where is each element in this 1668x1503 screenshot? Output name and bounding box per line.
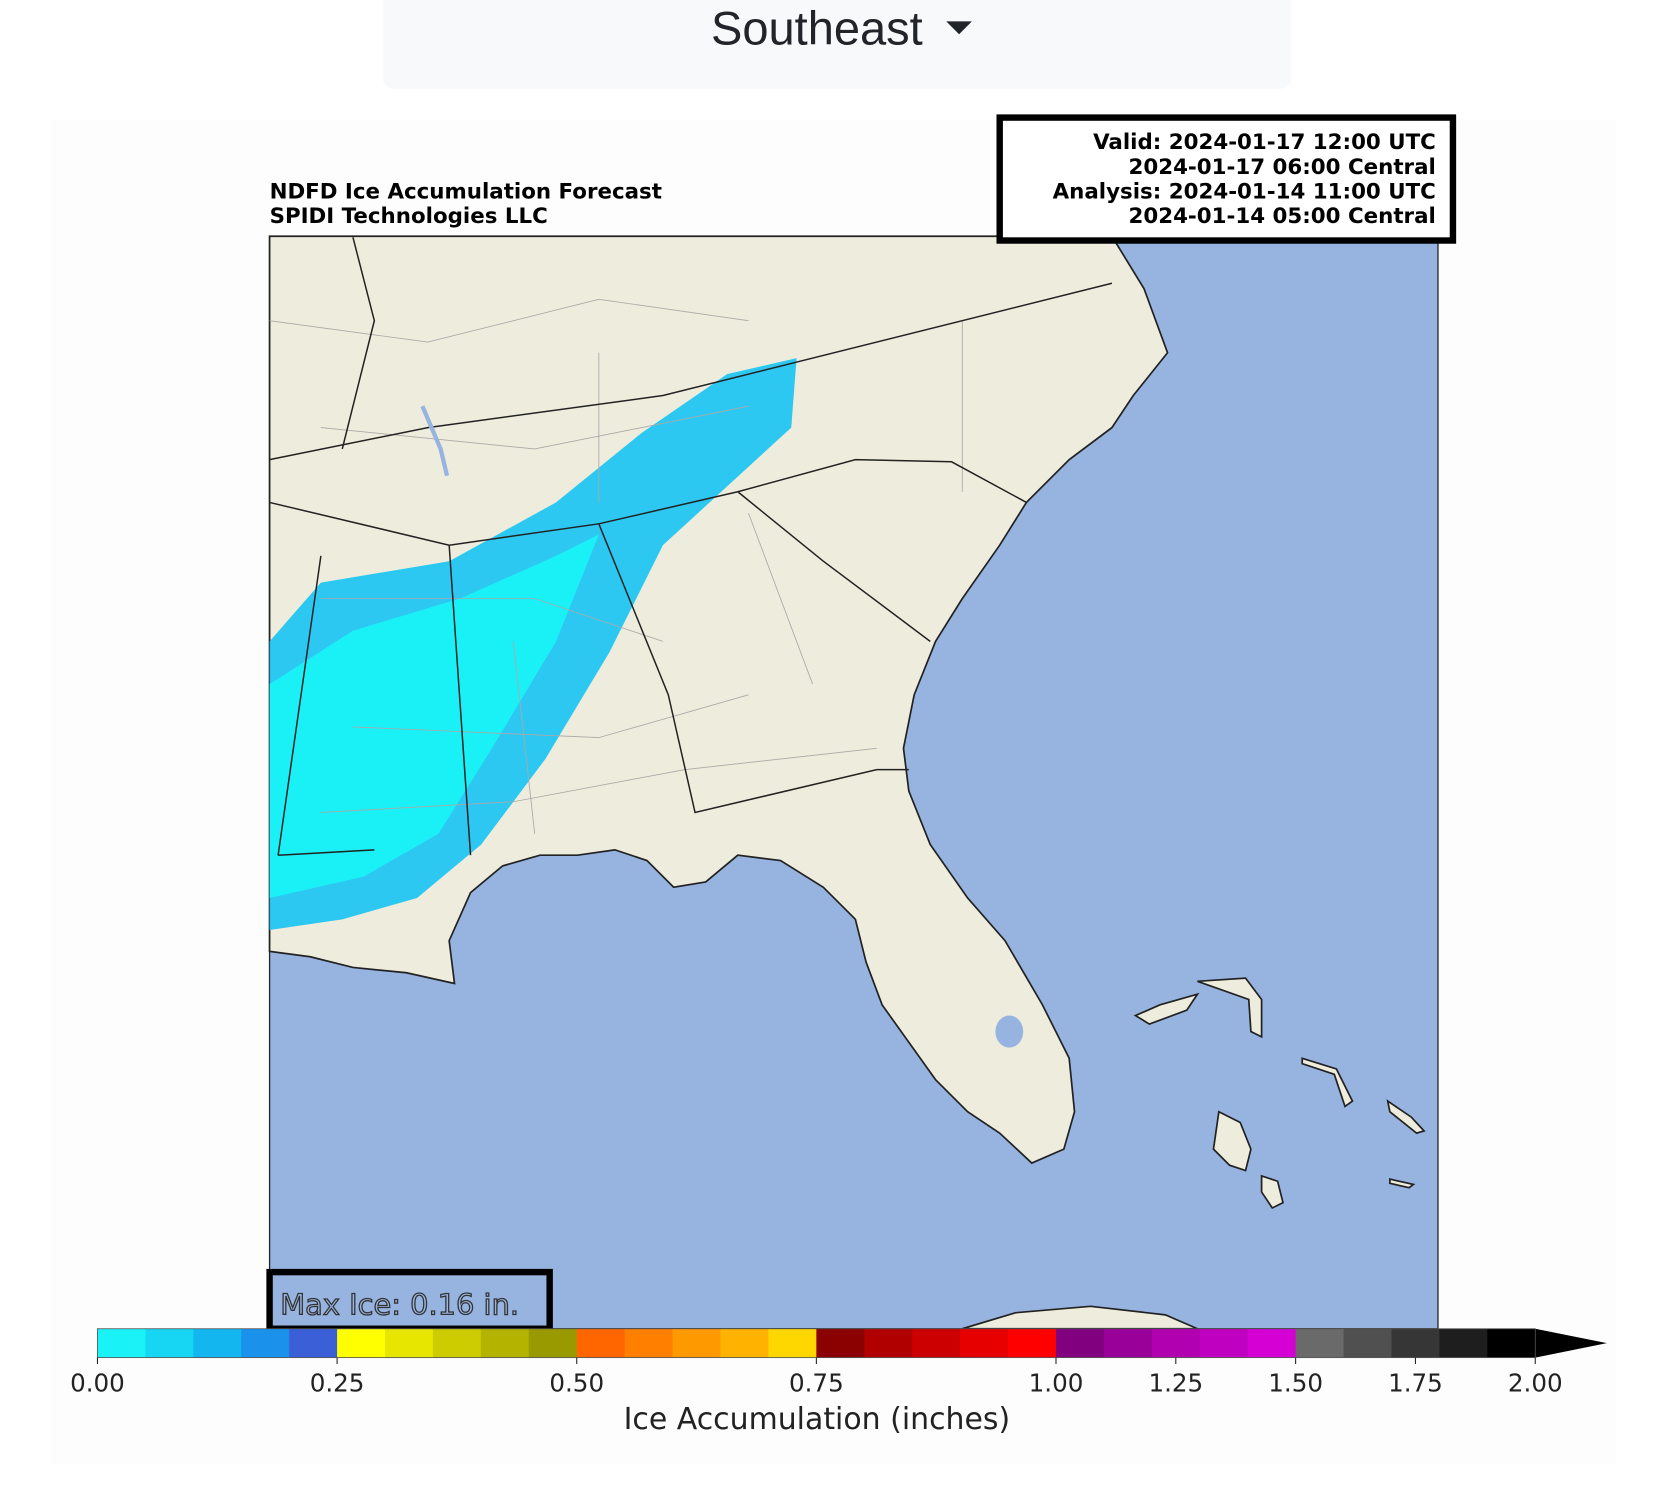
colorbar-segment — [1055, 1328, 1105, 1358]
time-box — [996, 114, 1457, 244]
analysis-time: Analysis: 2024-01-14 11:00 UTC — [1053, 179, 1436, 204]
valid-time: Valid: 2024-01-17 12:00 UTC — [1093, 130, 1436, 155]
colorbar-segment — [576, 1328, 626, 1358]
dropdown-caret[interactable] — [946, 21, 972, 35]
colorbar-segment — [720, 1328, 769, 1358]
colorbar-segment — [768, 1328, 817, 1358]
colorbar-segment — [1343, 1328, 1393, 1358]
colorbar-segment — [960, 1328, 1009, 1358]
colorbar-segment — [385, 1328, 434, 1358]
island-small — [1389, 1178, 1416, 1189]
tick-label: 0.50 — [549, 1368, 604, 1397]
abaco — [1260, 1174, 1284, 1210]
eleuthera — [1197, 977, 1263, 1039]
tick-label: 1.75 — [1388, 1368, 1443, 1397]
long-island — [1386, 1099, 1426, 1135]
colorbar-segment — [1391, 1328, 1440, 1358]
analysis-time-local: 2024-01-14 05:00 Central — [1128, 204, 1435, 229]
tick-label: 0.25 — [310, 1368, 365, 1397]
colorbar-segment — [912, 1328, 961, 1358]
map — [268, 235, 1439, 1330]
county-lines — [269, 298, 963, 834]
colorbar-segment — [528, 1328, 578, 1358]
colorbar-segment — [1199, 1328, 1249, 1358]
tick-label: 1.00 — [1029, 1368, 1084, 1397]
grand-bahama — [1133, 992, 1200, 1026]
andros — [1212, 1110, 1252, 1172]
tick-label: 2.00 — [1508, 1368, 1563, 1397]
colorbar-segment — [145, 1328, 194, 1358]
colorbar-segment — [1439, 1328, 1488, 1358]
colorbar-segment — [1008, 1328, 1057, 1358]
dropdown-label[interactable]: Southeast — [711, 1, 923, 54]
colorbar-segment — [1295, 1328, 1345, 1358]
colorbar: 0.00 0.25 0.50 0.75 1.00 1.25 1.50 1.75 2.00 — [70, 1328, 1607, 1397]
lake — [420, 405, 450, 477]
colorbar-extend — [1535, 1328, 1607, 1358]
colorbar-segment — [432, 1328, 482, 1358]
colorbar-segment — [864, 1328, 913, 1358]
cat-island — [1301, 1057, 1354, 1108]
colorbar-segment — [1103, 1328, 1153, 1358]
tick-label: 1.50 — [1268, 1368, 1323, 1397]
colorbar-segment — [337, 1328, 386, 1358]
colorbar-segment — [1151, 1328, 1201, 1358]
region-dropdown[interactable] — [382, 0, 1292, 89]
colorbar-segment — [672, 1328, 722, 1358]
max-ice-label: Max Ice: 0.16 in. — [280, 1287, 519, 1321]
lake-okeechobee — [995, 1015, 1024, 1048]
colorbar-segment — [289, 1328, 338, 1358]
colorbar-segment — [480, 1328, 530, 1358]
tick-label: 0.75 — [789, 1368, 844, 1397]
mainland — [268, 235, 1169, 1165]
ice-area-light — [269, 534, 599, 898]
colorbar-segment — [1487, 1328, 1536, 1358]
colorbar-segment — [816, 1328, 865, 1358]
valid-time-local: 2024-01-17 06:00 Central — [1128, 155, 1435, 180]
map-subtitle: SPIDI Technologies LLC — [270, 204, 548, 229]
tick-label: 0.00 — [70, 1368, 125, 1397]
colorbar-segment — [624, 1328, 674, 1358]
colorbar-segment — [193, 1328, 242, 1358]
map-title: NDFD Ice Accumulation Forecast — [270, 179, 662, 204]
tick-label: 1.25 — [1148, 1368, 1203, 1397]
colorbar-segment — [1247, 1328, 1297, 1358]
colorbar-segment — [97, 1328, 146, 1358]
colorbar-segment — [241, 1328, 290, 1358]
colorbar-label: Ice Accumulation (inches) — [624, 1402, 1011, 1437]
state-lines — [269, 237, 1113, 856]
